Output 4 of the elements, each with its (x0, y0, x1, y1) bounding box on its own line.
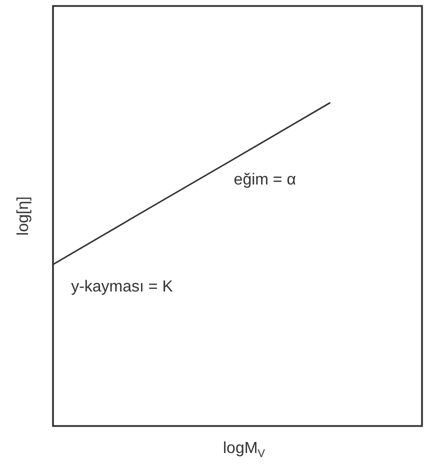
y-axis-title: log[η] (15, 196, 32, 236)
annotation: y-kayması = K (71, 278, 174, 296)
x-axis-title: logM$_{V}$ (222, 439, 266, 460)
annotation: eğim = α (234, 171, 296, 188)
